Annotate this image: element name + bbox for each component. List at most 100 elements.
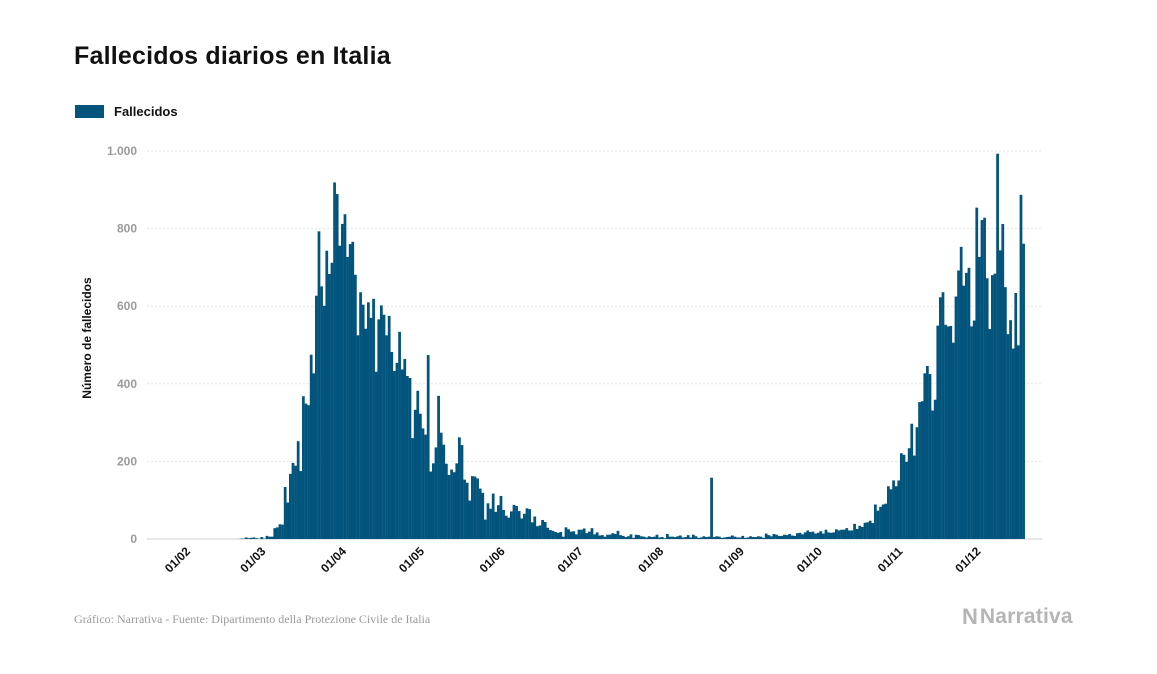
bar <box>666 533 669 539</box>
bar <box>650 537 654 539</box>
bar <box>302 396 305 539</box>
bar <box>408 377 412 539</box>
bar <box>455 463 459 539</box>
bar <box>679 535 682 539</box>
bar <box>694 536 698 539</box>
bar <box>432 463 435 539</box>
bar <box>637 535 641 539</box>
bar <box>983 217 986 540</box>
bar <box>660 537 664 539</box>
bar <box>746 537 750 539</box>
bar <box>585 533 589 539</box>
bar <box>988 329 992 539</box>
bar <box>972 320 976 539</box>
bar <box>356 335 360 539</box>
bar <box>541 519 544 539</box>
bar <box>809 532 812 539</box>
bar <box>806 530 810 539</box>
bar <box>341 223 344 539</box>
bar <box>996 153 999 539</box>
bar <box>707 536 711 539</box>
bar <box>699 537 703 539</box>
bar <box>374 371 378 539</box>
bar <box>406 376 409 539</box>
y-tick-label: 800 <box>117 222 137 236</box>
bar <box>497 505 500 539</box>
bar <box>504 515 508 539</box>
bar <box>962 285 966 539</box>
bar <box>655 534 659 539</box>
bar <box>515 506 518 539</box>
bar <box>738 537 742 539</box>
bar <box>294 465 297 539</box>
bar <box>827 532 830 539</box>
bar <box>447 474 451 539</box>
bar <box>697 537 700 539</box>
bar <box>733 536 737 539</box>
bar <box>317 231 321 539</box>
bar <box>426 355 430 539</box>
bar <box>790 535 794 539</box>
bar <box>351 241 355 540</box>
bar <box>871 523 875 539</box>
bar <box>816 532 820 539</box>
bar <box>624 537 628 539</box>
bar <box>853 523 856 539</box>
bar <box>936 325 940 539</box>
bar <box>564 527 568 539</box>
bar <box>510 511 513 539</box>
bar <box>567 529 570 539</box>
bar <box>788 533 791 539</box>
bar <box>949 325 953 539</box>
bar <box>450 469 453 539</box>
bar <box>291 462 295 539</box>
bar <box>764 533 768 539</box>
bar <box>400 369 404 539</box>
bar <box>424 434 427 539</box>
bars <box>239 153 1025 540</box>
bar <box>861 526 864 539</box>
bar <box>1006 334 1010 539</box>
bar <box>1019 194 1023 539</box>
bar <box>543 521 547 539</box>
bar <box>933 399 937 539</box>
bar <box>393 371 396 539</box>
bar <box>289 473 292 539</box>
bar <box>632 537 635 539</box>
x-tick-label: 01/07 <box>555 544 586 575</box>
bar <box>777 535 781 539</box>
bar <box>582 528 586 539</box>
bar <box>941 292 945 539</box>
bar <box>879 506 882 539</box>
legend-swatch <box>75 105 104 118</box>
bar <box>395 362 399 539</box>
bar <box>686 535 690 539</box>
bar <box>434 447 438 539</box>
bar <box>681 537 685 539</box>
bar <box>621 535 625 539</box>
bar <box>533 516 537 539</box>
bar <box>744 537 747 539</box>
bar <box>741 535 745 539</box>
bar <box>772 533 776 539</box>
y-ticks: 0 200 400 600 800 1.000 <box>107 144 137 546</box>
bar <box>481 492 485 539</box>
bar <box>965 272 968 539</box>
bar <box>767 535 771 539</box>
bar <box>775 534 778 539</box>
bar <box>931 410 934 539</box>
bar <box>829 532 833 539</box>
bar <box>385 335 388 539</box>
bar <box>749 536 752 539</box>
bar <box>653 536 656 539</box>
bar <box>273 528 277 539</box>
bar <box>247 538 251 539</box>
bar <box>946 326 950 539</box>
bar <box>780 535 784 539</box>
bar <box>437 395 440 539</box>
bar <box>647 536 651 539</box>
bar <box>528 509 531 539</box>
bar <box>276 527 279 539</box>
bar <box>614 533 617 539</box>
bar <box>442 444 446 539</box>
